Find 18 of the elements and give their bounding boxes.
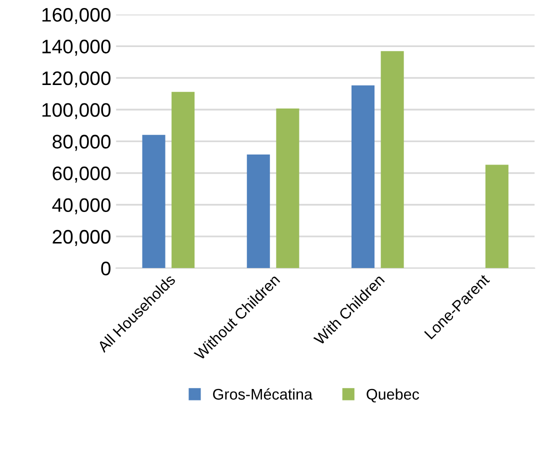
y-tick-label: 60,000 <box>52 166 110 183</box>
bar <box>142 134 166 268</box>
y-tick-label: 120,000 <box>42 71 110 88</box>
y-tick-label: 0 <box>101 262 110 276</box>
bar <box>380 51 404 268</box>
bar <box>172 92 195 268</box>
y-tick-label: 100,000 <box>42 103 110 120</box>
bar <box>276 108 300 268</box>
bar <box>352 85 375 268</box>
bar <box>485 164 508 268</box>
legend-label: Quebec <box>366 388 420 402</box>
y-tick-label: 160,000 <box>42 8 110 24</box>
y-tick-label: 20,000 <box>52 230 110 246</box>
y-tick-label: 40,000 <box>52 198 110 214</box>
legend-label: Gros-Mécatina <box>213 388 312 400</box>
y-tick-label: 140,000 <box>42 40 110 56</box>
y-tick-label: 80,000 <box>52 134 110 151</box>
bar <box>246 154 270 268</box>
